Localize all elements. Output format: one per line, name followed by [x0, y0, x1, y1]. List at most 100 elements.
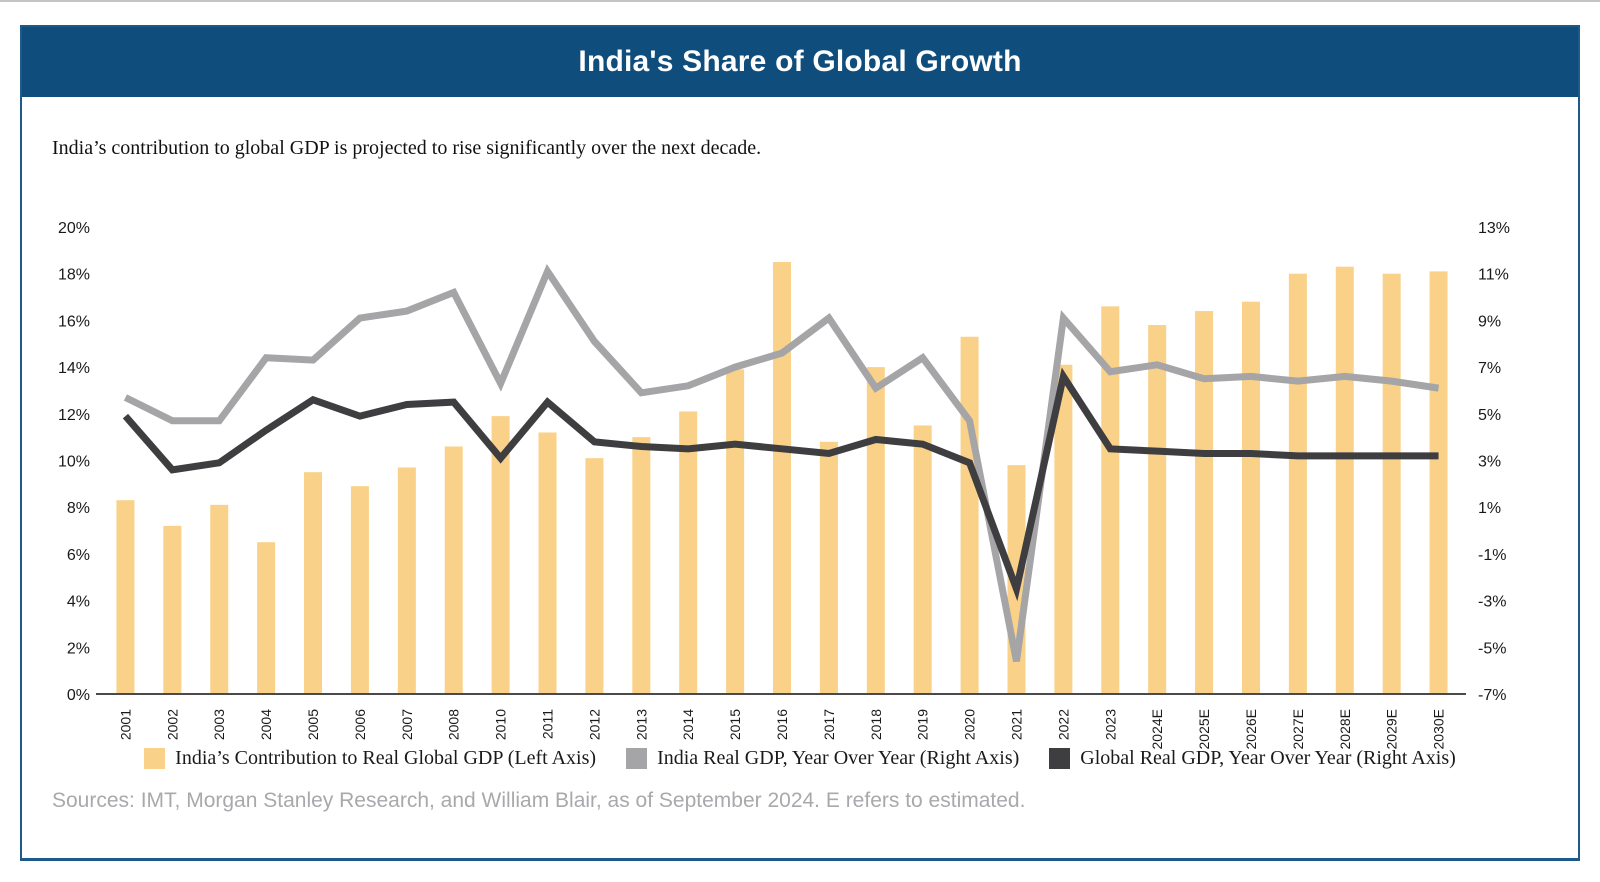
- left-axis-tick: 14%: [58, 360, 90, 377]
- bar-2018: [866, 367, 885, 694]
- left-axis-tick: 10%: [58, 454, 90, 471]
- x-axis-label-2028E: 2028E: [1337, 709, 1353, 749]
- x-axis-label-2011: 2011: [540, 709, 556, 739]
- chart-title: India's Share of Global Growth: [578, 45, 1022, 78]
- x-axis-label-2030E: 2030E: [1431, 709, 1447, 749]
- bar-2022: [1054, 364, 1073, 694]
- bar-2015: [726, 369, 745, 694]
- bar-2014: [679, 411, 698, 694]
- bar-2005: [304, 472, 323, 694]
- line-series-1: [122, 367, 1439, 602]
- left-axis-tick: 12%: [58, 407, 90, 424]
- x-axis-label-2001: 2001: [117, 709, 133, 740]
- bar-2020: [960, 336, 979, 694]
- bar-2016: [773, 262, 791, 694]
- right-axis-tick: 9%: [1478, 313, 1501, 330]
- bar-2023: [1101, 306, 1120, 694]
- bar-2030E: [1429, 271, 1448, 694]
- x-axis-label-2005: 2005: [305, 709, 321, 740]
- right-axis-tick: -7%: [1478, 687, 1506, 704]
- legend-swatch-icon: [626, 748, 648, 769]
- right-axis-tick: 11%: [1478, 267, 1509, 284]
- x-axis-label-2016: 2016: [774, 709, 790, 740]
- bar-2028E: [1335, 266, 1354, 694]
- right-axis-tick: 13%: [1478, 220, 1510, 237]
- bar-2010: [491, 416, 510, 694]
- legend-label: India’s Contribution to Real Global GDP …: [175, 747, 597, 769]
- x-axis-label-2027E: 2027E: [1290, 709, 1306, 749]
- x-axis-label-2023: 2023: [1102, 709, 1118, 740]
- bar-2006: [350, 486, 369, 694]
- left-axis-tick: 8%: [67, 500, 90, 517]
- left-axis-tick: 20%: [58, 220, 90, 237]
- x-axis-label-2019: 2019: [915, 709, 931, 740]
- x-axis-label-2012: 2012: [586, 709, 602, 740]
- x-axis-label-2022: 2022: [1055, 709, 1071, 740]
- legend-item-2: Global Real GDP, Year Over Year (Right A…: [1049, 747, 1456, 770]
- x-axis-label-2010: 2010: [493, 709, 509, 740]
- x-axis-label-2025E: 2025E: [1196, 709, 1212, 749]
- right-axis-tick: 5%: [1478, 407, 1501, 424]
- left-axis-tick: 6%: [67, 547, 90, 564]
- bar-2027E: [1288, 273, 1307, 694]
- chart-subtitle: India’s contribution to global GDP is pr…: [52, 137, 762, 159]
- x-axis-label-2021: 2021: [1008, 709, 1024, 740]
- chart-card: India's Share of Global Growth India’s c…: [20, 25, 1580, 861]
- x-axis-label-2029E: 2029E: [1384, 709, 1400, 749]
- bar-2017: [819, 441, 838, 694]
- x-axis-label-2004: 2004: [258, 709, 274, 740]
- x-axis-label-2018: 2018: [868, 709, 884, 740]
- line-series-0: [123, 264, 1440, 662]
- x-axis-label-2026E: 2026E: [1243, 709, 1259, 749]
- bar-2007: [397, 467, 416, 694]
- x-axis-label-2024E: 2024E: [1149, 709, 1165, 749]
- right-axis-tick: -5%: [1478, 640, 1506, 657]
- combo-chart: 20% 18% 16% 14% 12% 10% 8% 6% 4% 2% 0% 13% 11% 9% 7% 5%…: [58, 220, 1510, 749]
- x-axis-label-2014: 2014: [680, 709, 696, 740]
- right-axis-tick: 1%: [1478, 500, 1501, 517]
- right-axis-tick: -3%: [1478, 594, 1506, 611]
- page-top-edge: [0, 0, 1600, 2]
- bar-2004: [257, 542, 276, 694]
- bar-2013: [632, 437, 651, 694]
- left-axis-tick: 16%: [58, 313, 90, 330]
- x-axis-label-2020: 2020: [962, 709, 978, 740]
- right-axis-tick: 7%: [1478, 360, 1501, 377]
- source-note: Sources: IMT, Morgan Stanley Research, a…: [52, 789, 1026, 812]
- x-axis-label-2013: 2013: [633, 709, 649, 740]
- x-axis-label-2006: 2006: [352, 709, 368, 740]
- bar-2024E: [1148, 325, 1167, 694]
- bar-2001: [116, 500, 135, 694]
- bar-2002: [163, 525, 182, 694]
- legend-label: Global Real GDP, Year Over Year (Right A…: [1080, 747, 1456, 769]
- left-axis-tick: 0%: [67, 687, 90, 704]
- bar-2029E: [1382, 273, 1401, 694]
- x-axis-label-2008: 2008: [446, 709, 462, 740]
- legend-label: India Real GDP, Year Over Year (Right Ax…: [657, 747, 1020, 769]
- left-axis-tick: 4%: [67, 594, 90, 611]
- bar-2003: [210, 504, 229, 694]
- bar-2026E: [1241, 301, 1260, 694]
- legend-swatch-icon: [144, 748, 166, 769]
- x-axis-label-2007: 2007: [399, 709, 415, 740]
- legend-item-1: India Real GDP, Year Over Year (Right Ax…: [626, 747, 1019, 770]
- x-axis-label-2015: 2015: [727, 709, 743, 740]
- x-axis-label-2017: 2017: [821, 709, 837, 740]
- bar-2019: [913, 425, 932, 694]
- bar-2025E: [1195, 311, 1214, 694]
- right-axis-tick: -1%: [1478, 547, 1506, 564]
- bar-2011: [538, 432, 557, 694]
- legend-swatch-icon: [1049, 748, 1071, 769]
- left-axis-tick: 18%: [58, 267, 90, 284]
- legend-item-0: India’s Contribution to Real Global GDP …: [144, 747, 596, 770]
- left-axis-tick: 2%: [67, 640, 90, 657]
- right-axis-tick: 3%: [1478, 454, 1501, 471]
- bar-2008: [444, 446, 463, 694]
- chart-legend: India’s Contribution to Real Global GDP …: [22, 747, 1578, 770]
- card-header: India's Share of Global Growth: [22, 27, 1578, 97]
- x-axis-label-2003: 2003: [211, 709, 227, 740]
- chart-area: 20% 18% 16% 14% 12% 10% 8% 6% 4% 2% 0% 13% 11% 9% 7% 5%…: [22, 27, 1578, 858]
- bar-2012: [585, 458, 604, 694]
- x-axis-label-2002: 2002: [164, 709, 180, 740]
